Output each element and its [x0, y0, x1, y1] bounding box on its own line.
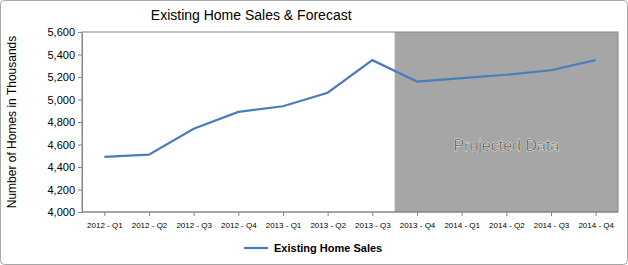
x-tick-label: 2014 - Q4 [578, 221, 614, 230]
legend-item: Existing Home Sales [244, 242, 382, 254]
x-tick-label: 2013 - Q3 [355, 221, 391, 230]
x-tick: 2012 - Q1 [87, 212, 123, 230]
x-tick: 2014 - Q2 [489, 212, 525, 230]
plot-area: 4,000 4,200 4,400 4,600 4,800 5,000 5,200 5,400… [47, 26, 618, 230]
y-tick-mark [78, 77, 82, 78]
y-tick-label: 5,000 [47, 94, 75, 106]
x-tick: 2012 - Q3 [176, 212, 212, 230]
series-line [104, 60, 595, 157]
x-tick-label: 2014 - Q1 [444, 221, 480, 230]
y-tick-label: 5,200 [47, 71, 75, 83]
legend-label: Existing Home Sales [274, 242, 382, 254]
x-tick-mark [328, 212, 329, 216]
x-tick-label: 2012 - Q3 [176, 221, 212, 230]
x-tick-mark [551, 212, 552, 216]
y-tick-mark [78, 55, 82, 56]
y-axis-line [82, 33, 83, 213]
x-tick-mark [149, 212, 150, 216]
y-tick: 4,400 [47, 161, 82, 173]
y-tick-label: 4,800 [47, 116, 75, 128]
y-axis: 4,000 4,200 4,400 4,600 4,800 5,000 5,200 5,400… [47, 26, 82, 218]
y-tick: 4,000 [47, 206, 82, 218]
marks [104, 32, 618, 212]
y-tick-mark [78, 32, 82, 33]
y-tick-mark [78, 167, 82, 168]
x-tick: 2013 - Q4 [400, 212, 436, 230]
x-tick-label: 2012 - Q2 [132, 221, 168, 230]
x-axis-line [82, 212, 618, 213]
x-tick: 2013 - Q3 [355, 212, 391, 230]
y-tick-label: 5,400 [47, 49, 75, 61]
projection-region [395, 32, 618, 212]
x-tick-mark [506, 212, 507, 216]
y-tick-label: 4,200 [47, 184, 75, 196]
legend-swatch [244, 247, 268, 249]
y-tick: 4,800 [47, 116, 82, 128]
chart-border [1, 1, 628, 265]
x-tick-mark [596, 212, 597, 216]
x-tick-label: 2014 - Q2 [489, 221, 525, 230]
y-tick-mark [78, 145, 82, 146]
x-tick-mark [238, 212, 239, 216]
x-tick-mark [417, 212, 418, 216]
x-tick: 2013 - Q1 [266, 212, 302, 230]
y-tick: 5,600 [47, 26, 82, 38]
x-tick-label: 2012 - Q1 [87, 221, 123, 230]
y-tick-label: 4,600 [47, 139, 75, 151]
y-tick-label: 4,000 [47, 206, 75, 218]
x-tick-label: 2013 - Q4 [400, 221, 436, 230]
x-tick-label: 2012 - Q4 [221, 221, 257, 230]
y-tick: 5,000 [47, 94, 82, 106]
y-tick-label: 4,400 [47, 161, 75, 173]
x-tick-label: 2013 - Q1 [266, 221, 302, 230]
plot-frame [82, 32, 618, 212]
x-tick: 2012 - Q4 [221, 212, 257, 230]
x-axis: 2012 - Q1 2012 - Q2 2012 - Q3 2012 - Q4 2013… [82, 212, 618, 230]
x-tick: 2012 - Q2 [132, 212, 168, 230]
x-tick-mark [104, 212, 105, 216]
x-tick-mark [372, 212, 373, 216]
y-tick-label: 5,600 [47, 26, 75, 38]
y-tick: 4,600 [47, 139, 82, 151]
y-axis-title: Number of Homes in Thousands [5, 36, 19, 209]
chart: 4,000 4,200 4,400 4,600 4,800 5,000 5,200 5,400… [0, 0, 628, 265]
x-tick: 2013 - Q2 [310, 212, 346, 230]
y-tick-mark [78, 122, 82, 123]
x-tick-label: 2014 - Q3 [534, 221, 570, 230]
y-tick: 5,400 [47, 49, 82, 61]
x-tick-mark [462, 212, 463, 216]
x-tick: 2014 - Q4 [578, 212, 614, 230]
annotation: Projected Data [453, 137, 559, 154]
x-tick: 2014 - Q1 [444, 212, 480, 230]
x-tick: 2014 - Q3 [534, 212, 570, 230]
y-tick: 4,200 [47, 184, 82, 196]
y-tick-mark [78, 100, 82, 101]
y-tick: 5,200 [47, 71, 82, 83]
title: Existing Home Sales & Forecast [151, 7, 352, 23]
x-tick-label: 2013 - Q2 [310, 221, 346, 230]
y-tick-mark [78, 212, 82, 213]
legend: Existing Home Sales [244, 242, 382, 254]
y-tick-mark [78, 190, 82, 191]
x-tick-mark [194, 212, 195, 216]
x-tick-mark [283, 212, 284, 216]
